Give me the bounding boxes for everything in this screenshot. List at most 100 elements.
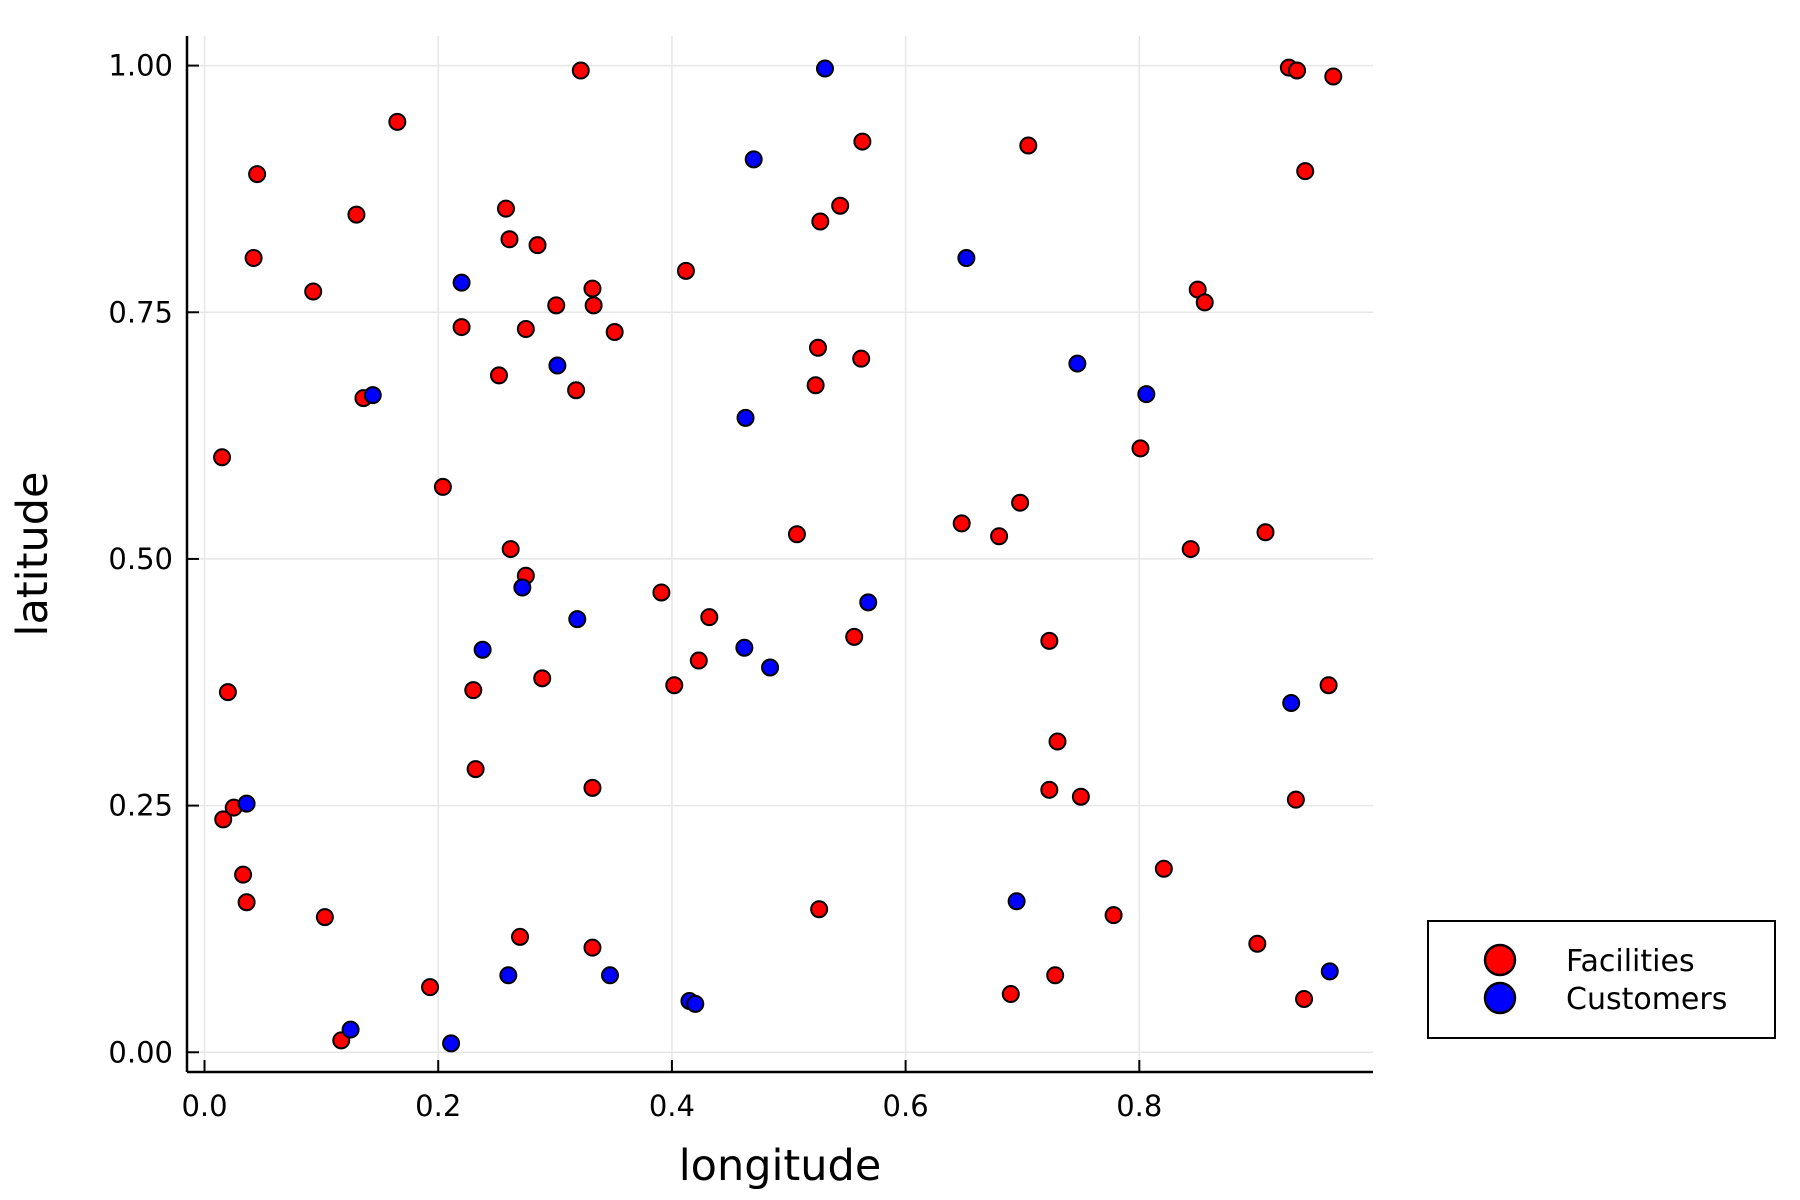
facilities-point xyxy=(421,978,440,997)
customers-point xyxy=(1137,385,1156,404)
facilities-point xyxy=(583,279,602,298)
facilities-point xyxy=(571,61,590,80)
x-tick-label: 0.6 xyxy=(883,1089,929,1123)
y-tick-label: 1.00 xyxy=(108,49,173,83)
facilities-point xyxy=(567,381,586,400)
y-axis-title: latitude xyxy=(8,472,58,637)
customers-point xyxy=(815,59,834,78)
facilities-point xyxy=(501,540,520,559)
legend-label-facilities: Facilities xyxy=(1566,944,1695,979)
customers-point xyxy=(473,640,492,659)
axes xyxy=(185,36,1373,1074)
facilities-point xyxy=(1256,523,1275,542)
y-tick-label: 0.00 xyxy=(108,1035,173,1069)
customers-point xyxy=(1068,354,1087,373)
facilities-point xyxy=(852,349,871,368)
facilities-point xyxy=(388,112,407,131)
grid-lines xyxy=(187,36,1373,1072)
facilities-point xyxy=(845,627,864,646)
facilities-point xyxy=(787,525,806,544)
y-tick-label: 0.25 xyxy=(108,789,173,823)
facilities-point xyxy=(528,236,547,255)
customers-point xyxy=(735,638,754,657)
facilities-point xyxy=(489,366,508,385)
y-axis-ticks: 0.00 0.25 0.50 0.75 1.00 xyxy=(108,49,199,1069)
x-tick-label: 0.4 xyxy=(649,1089,695,1123)
facilities-point xyxy=(605,323,624,341)
x-axis-title: longitude xyxy=(679,1141,882,1191)
facilities-point xyxy=(853,132,872,151)
customers-point xyxy=(1320,962,1339,981)
facilities-point xyxy=(452,318,471,337)
y-tick-label: 0.75 xyxy=(108,295,173,329)
facilities-point xyxy=(1195,293,1214,312)
customers-point xyxy=(957,249,976,267)
facilities-point xyxy=(1040,780,1059,799)
customers-point xyxy=(1282,693,1301,712)
customers-point xyxy=(859,593,878,612)
customers-point xyxy=(341,1020,360,1039)
facilities-point xyxy=(1286,790,1305,809)
x-axis-ticks: 0.0 0.2 0.4 0.6 0.8 xyxy=(181,1060,1162,1123)
x-tick-label: 0.2 xyxy=(415,1089,461,1123)
x-tick-label: 0.0 xyxy=(181,1089,227,1123)
customers-point xyxy=(736,408,755,427)
legend-box xyxy=(1427,920,1776,1039)
facilities-point xyxy=(1001,985,1020,1004)
facilities-point xyxy=(583,778,602,797)
facilities-point xyxy=(237,893,256,912)
legend-marker-customers xyxy=(1483,981,1517,1015)
facilities-point xyxy=(1324,67,1343,86)
legend-label-customers: Customers xyxy=(1566,982,1727,1017)
facilities-point xyxy=(808,338,827,357)
facilities-point xyxy=(1104,906,1123,925)
facilities-point xyxy=(1131,439,1150,458)
facilities-point xyxy=(990,527,1009,546)
customers-point xyxy=(744,150,763,169)
facilities-point xyxy=(665,676,684,695)
facilities-point xyxy=(511,927,530,946)
facilities-point xyxy=(1040,631,1059,650)
facilities-point xyxy=(952,514,971,533)
facilities-point xyxy=(811,212,830,231)
facilities-point xyxy=(1019,136,1038,155)
facilities-point xyxy=(652,583,671,602)
facilities-point xyxy=(533,669,552,688)
facilities-point xyxy=(315,908,334,927)
facilities-point xyxy=(218,683,237,702)
facilities-point xyxy=(1296,162,1315,181)
facilities-point xyxy=(806,376,825,395)
facilities-point xyxy=(213,448,232,467)
facilities-point xyxy=(214,810,233,829)
facilities-point xyxy=(244,249,263,267)
facilities-point xyxy=(1295,989,1314,1008)
customers-point xyxy=(513,578,532,597)
data-points xyxy=(213,58,1343,1053)
facilities-point xyxy=(810,900,829,919)
facilities-point xyxy=(433,477,452,496)
customers-point xyxy=(686,994,705,1013)
facilities-point xyxy=(1011,493,1030,512)
facilities-point xyxy=(1288,61,1307,80)
facilities-point xyxy=(689,651,708,670)
facilities-point xyxy=(676,261,695,280)
customers-point xyxy=(568,610,587,629)
facilities-point xyxy=(1048,732,1067,751)
facilities-point xyxy=(464,681,483,700)
facilities-point xyxy=(500,230,519,249)
customers-point xyxy=(452,273,471,292)
facilities-point xyxy=(304,282,323,301)
facilities-point xyxy=(496,199,515,218)
facilities-point xyxy=(583,938,602,957)
y-tick-label: 0.50 xyxy=(108,542,173,576)
customers-point xyxy=(1007,892,1026,911)
facilities-point xyxy=(1046,966,1065,985)
customers-point xyxy=(548,356,567,375)
x-tick-label: 0.8 xyxy=(1116,1089,1162,1123)
facilities-point xyxy=(347,205,366,224)
facilities-point xyxy=(700,608,719,627)
facilities-point xyxy=(234,865,253,884)
legend-marker-facilities xyxy=(1483,943,1517,977)
